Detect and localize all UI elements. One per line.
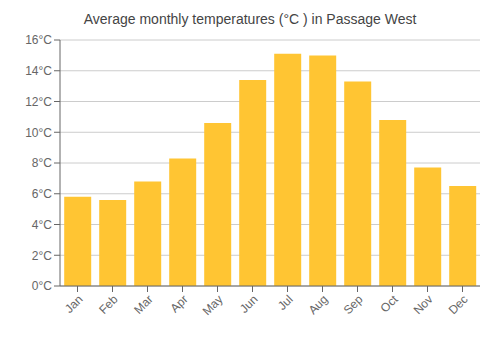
svg-text:Nov: Nov bbox=[411, 292, 436, 317]
svg-text:12°C: 12°C bbox=[25, 95, 52, 109]
svg-text:Jul: Jul bbox=[275, 292, 296, 313]
svg-text:10°C: 10°C bbox=[25, 126, 52, 140]
svg-text:Sep: Sep bbox=[341, 292, 366, 317]
svg-text:Dec: Dec bbox=[446, 292, 471, 317]
svg-text:Jan: Jan bbox=[62, 292, 86, 316]
svg-text:Mar: Mar bbox=[131, 292, 156, 317]
svg-text:Feb: Feb bbox=[96, 292, 121, 317]
svg-text:6°C: 6°C bbox=[32, 187, 52, 201]
svg-text:0°C: 0°C bbox=[32, 279, 52, 293]
svg-text:4°C: 4°C bbox=[32, 218, 52, 232]
svg-text:Aug: Aug bbox=[306, 292, 331, 317]
svg-text:8°C: 8°C bbox=[32, 156, 52, 170]
svg-text:Jun: Jun bbox=[237, 292, 261, 316]
svg-text:16°C: 16°C bbox=[25, 33, 52, 47]
svg-text:Oct: Oct bbox=[378, 292, 402, 316]
svg-text:2°C: 2°C bbox=[32, 249, 52, 263]
svg-text:May: May bbox=[200, 292, 226, 318]
html-text:Average monthly temperatures (: Average monthly temperatures (°C ) in Pa… bbox=[83, 11, 417, 27]
svg-text:14°C: 14°C bbox=[25, 64, 52, 78]
svg-text:Apr: Apr bbox=[168, 292, 191, 315]
